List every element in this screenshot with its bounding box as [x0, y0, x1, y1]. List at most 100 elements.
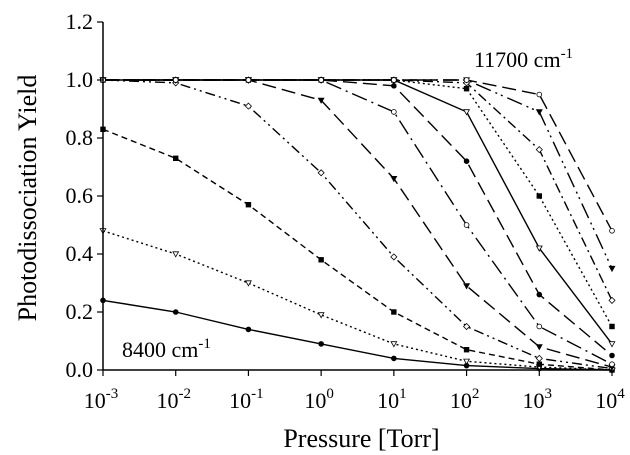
series-5	[100, 77, 615, 368]
series-8-marker	[463, 86, 470, 92]
series-4-marker	[390, 175, 398, 183]
x-tick-label: 104	[595, 386, 625, 413]
x-tick-label: 10-2	[156, 386, 191, 413]
series-3-line	[102, 79, 613, 370]
series-9-marker	[608, 296, 616, 304]
series-4-line	[103, 79, 613, 368]
x-tick-label: 100	[304, 386, 334, 413]
y-tick-label: 0.0	[66, 357, 94, 382]
series-1-marker	[172, 251, 180, 258]
series-0-marker	[172, 309, 179, 315]
series-3-marker	[390, 253, 398, 261]
annotation-11700: 11700 cm-1	[474, 46, 573, 72]
series-7-marker	[463, 109, 471, 116]
series-1-marker	[317, 312, 325, 319]
x-tick-exponent: 4	[617, 386, 625, 402]
series-10-marker	[608, 265, 616, 273]
series-6-marker	[391, 83, 397, 89]
series-2-marker	[463, 346, 470, 353]
x-tick-label: 10-1	[229, 386, 264, 413]
series-11	[100, 77, 615, 234]
series-3-marker	[535, 354, 543, 362]
x-tick-exponent: 1	[399, 386, 407, 402]
series-11-marker	[609, 228, 615, 234]
series-5-marker	[609, 361, 615, 368]
series-6-marker	[463, 158, 470, 165]
series-9-marker	[535, 146, 543, 154]
y-tick-label: 1.0	[66, 67, 94, 92]
series-2-marker	[536, 361, 542, 367]
series-7-marker	[608, 341, 616, 348]
x-tick-label: 10-3	[84, 386, 119, 413]
series-7-line	[103, 79, 613, 345]
x-tick-base: 10	[229, 388, 251, 413]
x-tick-exponent: 3	[545, 386, 553, 402]
series-0-marker	[318, 341, 324, 347]
series-2	[100, 126, 615, 373]
series-3-marker	[244, 102, 252, 110]
series-10	[99, 77, 616, 273]
x-tick-label: 102	[450, 386, 480, 413]
axes-layer	[102, 22, 612, 371]
series-2-marker	[173, 155, 179, 161]
series-4-marker	[463, 283, 471, 290]
series-6-marker	[536, 291, 543, 298]
annotation-11700-sup: -1	[561, 46, 574, 62]
series-layer	[99, 76, 616, 374]
series-10-line	[103, 79, 613, 269]
series-8-line	[103, 79, 613, 327]
annotation-11700-text: 11700 cm	[474, 47, 561, 72]
x-tick-exponent: -3	[106, 386, 119, 402]
series-5-marker	[391, 109, 397, 115]
annotation-8400: 8400 cm-1	[122, 336, 211, 362]
series-1-marker	[463, 358, 471, 365]
y-tick-label: 1.2	[66, 9, 94, 34]
y-tick-label: 0.4	[66, 241, 94, 266]
x-tick-exponent: 0	[326, 386, 334, 402]
series-4-marker	[535, 344, 543, 351]
series-5-line	[103, 79, 613, 365]
series-11-marker	[172, 77, 179, 83]
x-tick-base: 10	[156, 388, 178, 413]
series-6	[100, 77, 615, 359]
ticks-layer: 0.00.20.40.60.81.01.210-3 10-2 10-1 100 101 1…	[66, 9, 626, 413]
series-7-marker	[535, 245, 543, 252]
x-axis-title: Pressure [Torr]	[283, 424, 439, 453]
series-8-marker	[536, 193, 542, 199]
series-2-marker	[245, 201, 252, 208]
x-tick-exponent: -2	[178, 386, 191, 402]
annotation-8400-sup: -1	[198, 336, 211, 352]
series-0-line	[102, 299, 613, 371]
series-11-marker	[463, 77, 470, 83]
x-tick-base: 10	[377, 388, 399, 413]
x-tick-label: 103	[523, 386, 553, 413]
series-11-line	[103, 79, 613, 232]
x-tick-base: 10	[304, 388, 326, 413]
series-2-marker	[391, 309, 397, 315]
series-11-marker	[536, 91, 543, 98]
x-tick-exponent: 2	[472, 386, 480, 402]
series-10-marker	[535, 109, 543, 116]
x-tick-exponent: -1	[251, 386, 264, 402]
series-7	[99, 77, 616, 348]
y-tick-label: 0.6	[66, 183, 94, 208]
y-tick-label: 0.8	[66, 125, 94, 150]
y-tick-label: 0.2	[66, 299, 94, 324]
series-11-marker	[245, 77, 252, 83]
x-tick-label: 101	[377, 386, 407, 413]
x-tick-base: 10	[450, 388, 472, 413]
series-4-marker	[317, 97, 325, 104]
series-3-marker	[317, 169, 325, 177]
series-8-marker	[609, 323, 615, 330]
series-5-marker	[536, 323, 543, 330]
series-11-marker	[318, 77, 324, 83]
annotation-8400-text: 8400 cm	[122, 337, 198, 362]
series-1-marker	[244, 280, 252, 287]
series-5-marker	[463, 222, 470, 228]
x-tick-base: 10	[84, 388, 106, 413]
x-tick-base: 10	[595, 388, 617, 413]
series-0-marker	[391, 355, 397, 362]
series-6-line	[103, 79, 613, 357]
x-tick-base: 10	[523, 388, 545, 413]
